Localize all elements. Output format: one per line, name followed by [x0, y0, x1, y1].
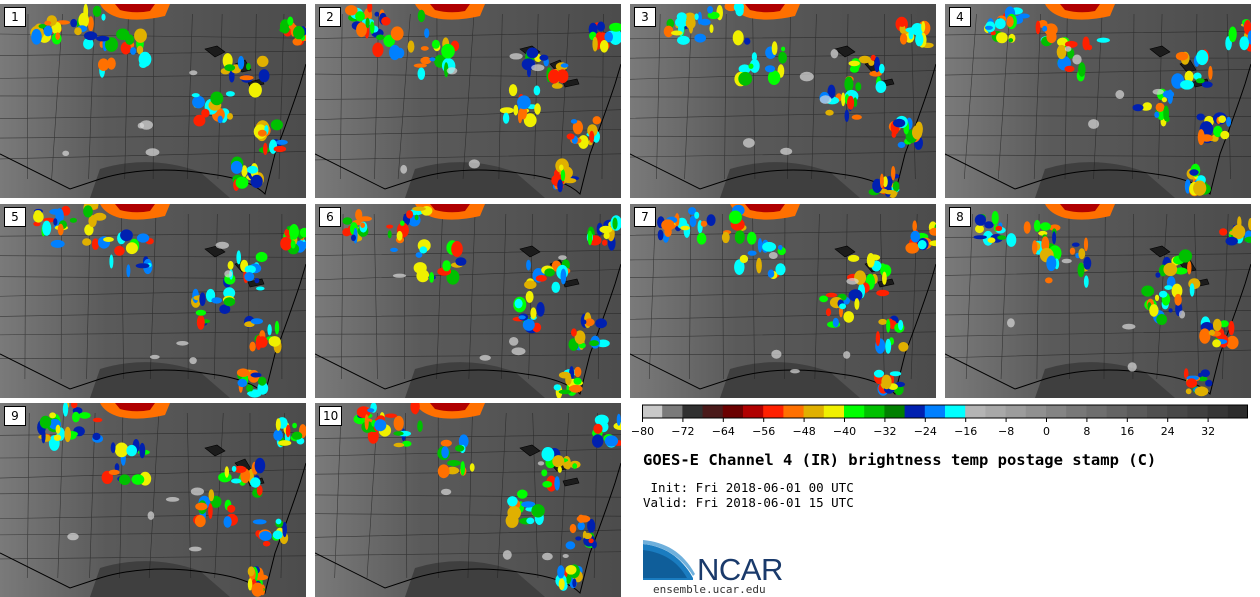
colorbar-tick-label: −32 — [873, 425, 897, 438]
colorbar-swatch — [763, 405, 784, 418]
colorbar-tick-label: −72 — [671, 425, 695, 438]
satellite-map — [315, 403, 621, 597]
colorbar-swatch — [662, 405, 683, 418]
satellite-map — [945, 4, 1251, 198]
colorbar-swatch — [1167, 405, 1188, 418]
colorbar-swatch — [743, 405, 764, 418]
figure-title: GOES-E Channel 4 (IR) brightness temp po… — [643, 451, 1157, 469]
panel-label: 4 — [949, 7, 971, 27]
map-panel-9: 9 — [0, 403, 306, 597]
valid-time: Valid: Fri 2018-06-01 15 UTC — [643, 495, 854, 510]
colorbar-swatch — [904, 405, 926, 418]
colorbar-swatch — [1187, 405, 1209, 418]
map-panel-1: 1 — [0, 4, 306, 198]
colorbar-tick-label: −56 — [752, 425, 776, 438]
colorbar-swatch — [985, 405, 1007, 418]
colorbar-tick-label: 32 — [1201, 425, 1216, 438]
colorbar-swatch — [1046, 405, 1067, 418]
colorbar-swatch — [642, 405, 663, 418]
colorbar-swatch — [1106, 405, 1128, 418]
colorbar-swatch — [823, 405, 845, 418]
colorbar-swatch — [682, 405, 704, 418]
colorbar-swatch — [1147, 405, 1168, 418]
colorbar-tick-label: −40 — [832, 425, 857, 438]
colorbar-swatch — [945, 405, 966, 418]
map-panel-5: 5 — [0, 204, 306, 398]
map-panel-8: 8 — [945, 204, 1251, 398]
panel-label: 8 — [949, 207, 971, 227]
satellite-map — [630, 4, 936, 198]
colorbar-tick-label: −64 — [711, 425, 735, 438]
colorbar-swatch — [722, 405, 744, 418]
colorbar-swatch — [864, 405, 885, 418]
colorbar-tick-label: 0 — [1043, 425, 1050, 438]
colorbar-swatch — [803, 405, 825, 418]
colorbar-swatch — [1086, 405, 1108, 418]
panel-label: 9 — [4, 406, 26, 426]
website-url: ensemble.ucar.edu — [653, 583, 766, 596]
colorbar-swatch — [924, 405, 946, 418]
colorbar-swatch — [702, 405, 724, 418]
colorbar-swatch — [1066, 405, 1087, 418]
satellite-map — [630, 204, 936, 398]
map-panel-4: 4 — [945, 4, 1251, 198]
panel-label: 2 — [319, 7, 341, 27]
colorbar-tick-label: −16 — [954, 425, 978, 438]
satellite-map — [945, 204, 1251, 398]
ncar-wordmark: NCAR — [697, 552, 783, 587]
satellite-map — [0, 403, 306, 597]
panel-label: 6 — [319, 207, 341, 227]
colorbar-swatch — [844, 405, 865, 418]
colorbar-tick-label: −24 — [913, 425, 937, 438]
colorbar-tick-label: 8 — [1083, 425, 1091, 438]
colorbar-swatch — [1126, 405, 1148, 418]
panel-label: 1 — [4, 7, 26, 27]
panel-label: 10 — [319, 406, 343, 426]
colorbar-tick-label: −80 — [630, 425, 655, 438]
satellite-map — [315, 204, 621, 398]
map-panel-6: 6 — [315, 204, 621, 398]
colorbar — [642, 404, 1248, 422]
map-panel-2: 2 — [315, 4, 621, 198]
colorbar-swatch — [1227, 405, 1248, 418]
panel-label: 5 — [4, 207, 26, 227]
colorbar-swatch — [965, 405, 986, 418]
colorbar-swatch — [783, 405, 805, 418]
colorbar-swatch — [1005, 405, 1027, 418]
colorbar-swatch — [884, 405, 906, 418]
map-panel-3: 3 — [630, 4, 936, 198]
colorbar-swatch — [1025, 405, 1047, 418]
satellite-map — [315, 4, 621, 198]
ncar-logo-icon — [643, 540, 695, 580]
init-time: Init: Fri 2018-06-01 00 UTC — [643, 480, 854, 495]
satellite-map — [0, 4, 306, 198]
colorbar-swatch — [1207, 405, 1229, 418]
map-panel-10: 10 — [315, 403, 621, 597]
colorbar-tick-label: 24 — [1160, 425, 1175, 438]
colorbar-tick-label: −8 — [997, 425, 1015, 438]
panel-label: 7 — [634, 207, 656, 227]
map-panel-7: 7 — [630, 204, 936, 398]
colorbar-tick-label: −48 — [792, 425, 816, 438]
satellite-map — [0, 204, 306, 398]
colorbar-tick-label: 16 — [1120, 425, 1135, 438]
panel-label: 3 — [634, 7, 656, 27]
